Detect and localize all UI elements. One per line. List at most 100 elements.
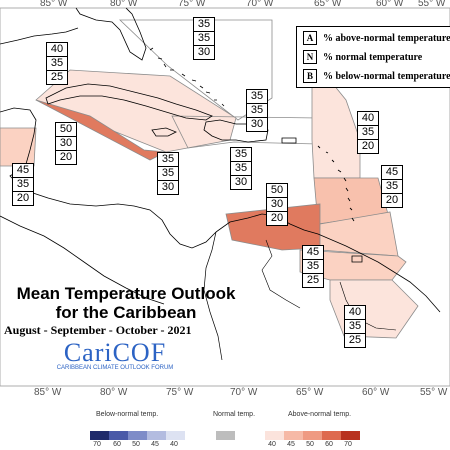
bottom-tick-75w: 75° W [166, 387, 194, 398]
prob-normal: 30 [266, 197, 288, 212]
bottom-tick-80w: 80° W [100, 387, 128, 398]
coast-lesser-antilles [317, 145, 355, 222]
probability-key: A % above-normal temperature N % normal te… [296, 26, 450, 88]
prob-below: 20 [357, 139, 379, 154]
prob-above: 35 [157, 152, 179, 167]
prob-above: 40 [344, 305, 366, 320]
region-cuba-west [35, 99, 168, 161]
top-tick-65w: 65° W [314, 0, 342, 9]
key-text-above: % above-normal temperature [323, 33, 450, 44]
colorbar-above-swatch [265, 431, 284, 440]
coast-gulf [0, 27, 79, 45]
top-tick-60w: 60° W [376, 0, 404, 9]
logo-name: CariCOF [63, 338, 167, 367]
key-code-above: A [303, 31, 317, 45]
prob-box-jamaica: 35 35 30 [157, 152, 179, 195]
key-text-normal: % normal temperature [323, 52, 423, 63]
top-tick-70w: 70° W [246, 0, 274, 9]
colorbar-below-swatch [128, 431, 147, 440]
colorbar-above-swatch [341, 431, 360, 440]
prob-normal: 35 [246, 103, 268, 118]
colorbar-normal-swatch [216, 431, 235, 440]
prob-box-guianas: 40 35 25 [344, 305, 366, 348]
coast-bahamas [149, 47, 225, 107]
colorbar-tick-below-70: 70 [93, 441, 101, 448]
coast-south-america [215, 213, 441, 313]
key-row-normal: N % normal temperature [303, 50, 422, 64]
colorbar-above-label: Above-normal temp. [288, 411, 352, 418]
coast-trinidad [351, 255, 363, 263]
coast-puerto-rico [281, 137, 297, 144]
prob-below: 30 [157, 180, 179, 195]
prob-above: 35 [230, 147, 252, 162]
map-subtitle: August - September - October - 2021 [4, 323, 192, 337]
top-tick-75w: 75° W [178, 0, 206, 9]
prob-above: 40 [46, 42, 68, 57]
coast-colombia [203, 231, 223, 361]
colorbar-tick-above-70: 70 [344, 441, 352, 448]
prob-normal: 35 [344, 319, 366, 334]
prob-below: 30 [230, 175, 252, 190]
colorbar-below-swatch [109, 431, 128, 440]
prob-box-trinidad: 45 35 25 [302, 245, 324, 288]
prob-below: 20 [55, 150, 77, 165]
colorbar-tick-below-60: 60 [113, 441, 121, 448]
bottom-tick-85w: 85° W [34, 387, 62, 398]
caricof-logo: CariCOF CARIBBEAN CLIMATE OUTLOOK FORUM [40, 338, 190, 371]
bottom-axis: 85° W 80° W 75° W 70° W 65° W 60° W 55° … [34, 387, 448, 398]
key-row-below: B % below-normal temperature [303, 69, 450, 83]
prob-below: 20 [266, 211, 288, 226]
prob-normal: 35 [357, 125, 379, 140]
colorbar-tick-above-60: 60 [325, 441, 333, 448]
prob-box-windward: 45 35 20 [381, 165, 403, 208]
prob-normal: 35 [46, 56, 68, 71]
map-title-line1: Mean Temperature Outlook [16, 284, 236, 303]
colorbar-above-swatch [322, 431, 341, 440]
colorbar-tick-below-45: 45 [151, 441, 159, 448]
coast-mexico-pacific [0, 215, 165, 305]
prob-box-belize: 50 30 20 [55, 122, 77, 165]
bottom-tick-70w: 70° W [230, 387, 258, 398]
prob-below: 25 [46, 70, 68, 85]
colorbar-tick-below-50: 50 [132, 441, 140, 448]
colorbar-below-swatch [166, 431, 185, 440]
prob-below: 25 [302, 273, 324, 288]
prob-normal: 35 [193, 31, 215, 46]
prob-box-yucatan: 45 35 20 [12, 163, 34, 206]
bottom-tick-55w: 55° W [420, 387, 448, 398]
coast-cuba [45, 83, 213, 121]
coast-florida [75, 7, 147, 61]
prob-box-cuba-west: 40 35 25 [46, 42, 68, 85]
top-tick-55w: 55° W [418, 0, 446, 9]
colorbar-tick-above-50: 50 [306, 441, 314, 448]
colorbar-above-swatch [284, 431, 303, 440]
prob-below: 25 [344, 333, 366, 348]
bottom-tick-60w: 60° W [362, 387, 390, 398]
prob-above: 45 [302, 245, 324, 260]
region-yucatan [0, 127, 37, 167]
coast-hispaniola [203, 119, 269, 143]
coast-venezuela-border [261, 239, 301, 309]
map-title-line2: for the Caribbean [55, 303, 197, 322]
prob-box-aruba: 50 30 20 [266, 183, 288, 226]
prob-normal: 35 [12, 177, 34, 192]
prob-box-turks-caicos: 35 35 30 [246, 89, 268, 132]
key-row-above: A % above-normal temperature [303, 31, 450, 45]
colorbar-tick-above-40: 40 [268, 441, 276, 448]
prob-above: 35 [193, 17, 215, 32]
prob-normal: 35 [157, 166, 179, 181]
colorbar-above-swatch [303, 431, 322, 440]
prob-above: 35 [246, 89, 268, 104]
prob-normal: 35 [230, 161, 252, 176]
prob-box-leeward: 40 35 20 [357, 111, 379, 154]
top-tick-80w: 80° W [110, 0, 138, 9]
colorbar-below-swatch [90, 431, 109, 440]
colorbar-tick-above-45: 45 [287, 441, 295, 448]
coast-central-america [0, 107, 217, 249]
region-hispaniola [171, 115, 319, 149]
prob-above: 50 [266, 183, 288, 198]
prob-box-haiti: 35 35 30 [230, 147, 252, 190]
region-aruba [225, 203, 321, 251]
key-code-below: B [303, 69, 317, 83]
top-tick-85w: 85° W [40, 0, 68, 9]
